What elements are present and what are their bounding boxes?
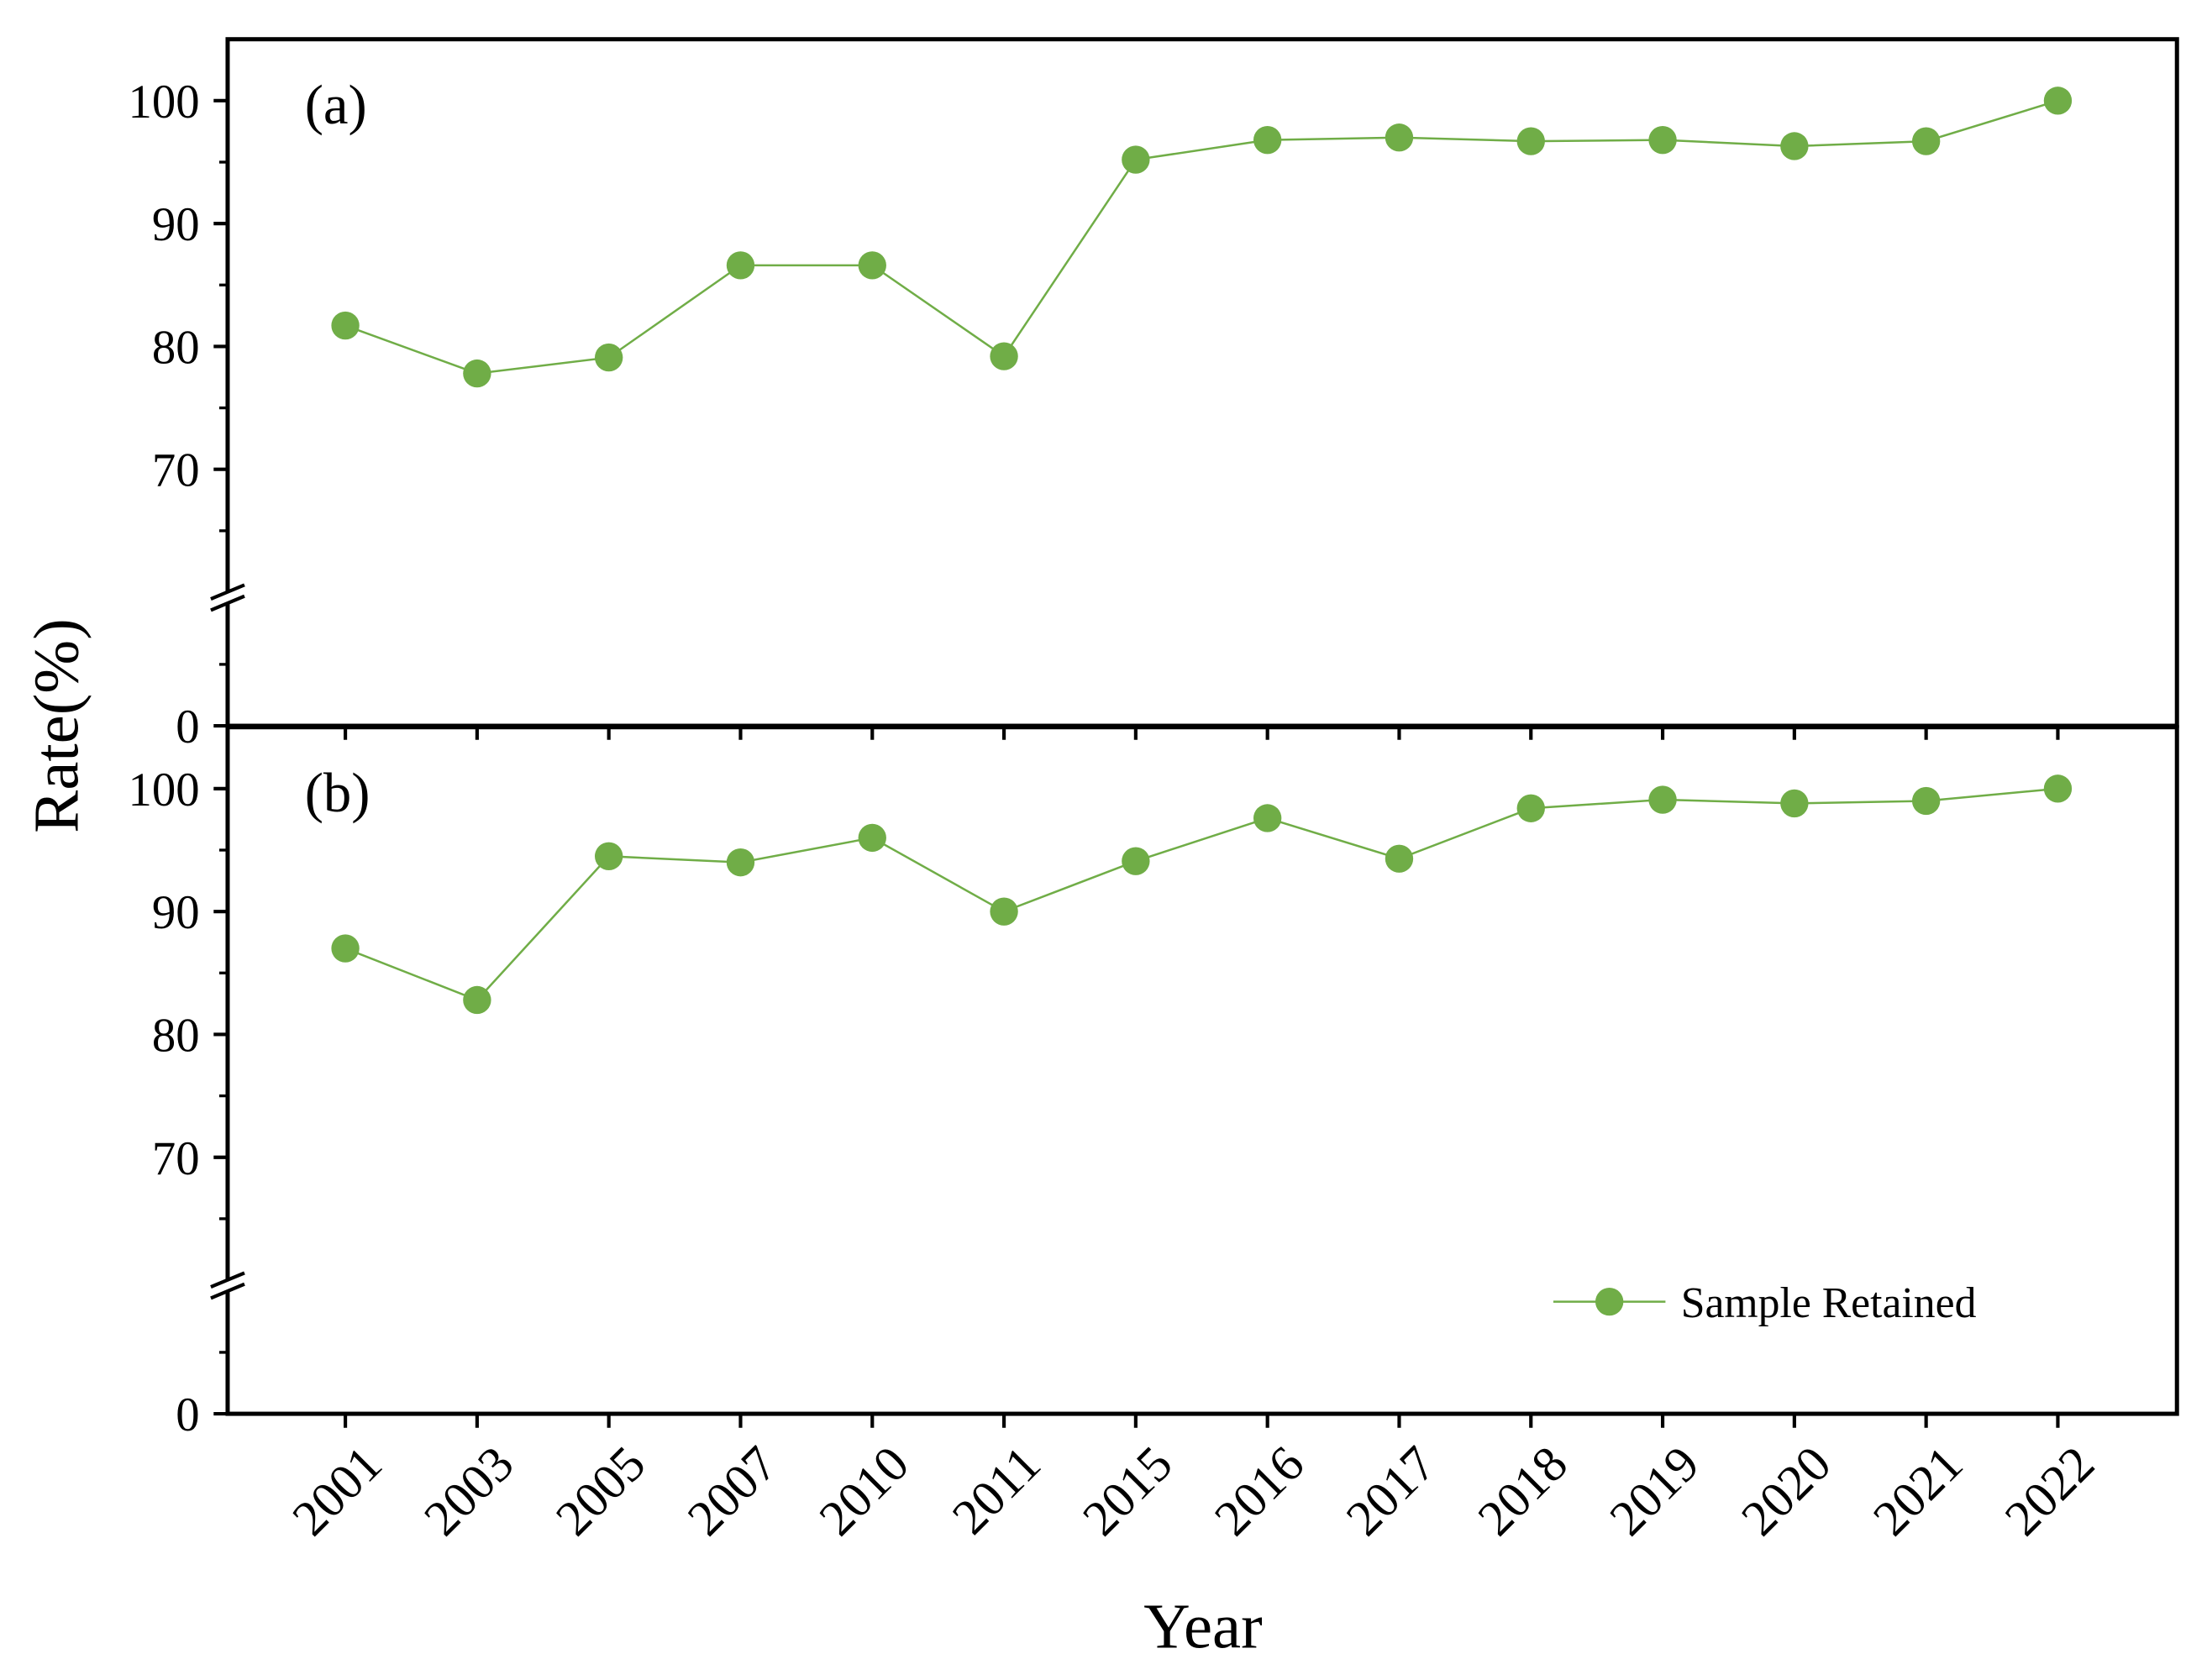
legend-label: Sample Retained bbox=[1681, 1279, 1977, 1327]
series-line bbox=[344, 787, 2058, 1001]
series-line bbox=[344, 99, 2058, 375]
x-tick-label: 2003 bbox=[412, 1435, 523, 1546]
data-point bbox=[331, 311, 360, 340]
data-point bbox=[594, 842, 623, 871]
y-tick-label: 90 bbox=[152, 198, 200, 251]
x-tick-label: 2016 bbox=[1203, 1435, 1314, 1546]
panel-label: (b) bbox=[305, 763, 370, 824]
x-tick-label: 2001 bbox=[281, 1435, 392, 1546]
y-tick-label: 0 bbox=[176, 701, 199, 753]
data-point bbox=[1780, 789, 1809, 818]
data-point bbox=[2043, 87, 2073, 115]
data-point bbox=[726, 251, 755, 280]
data-point bbox=[1911, 127, 1941, 155]
y-tick-label: 0 bbox=[176, 1389, 199, 1441]
x-axis-title: Year bbox=[1143, 1591, 1262, 1662]
y-tick-label: 80 bbox=[152, 1009, 200, 1062]
data-point bbox=[1780, 132, 1809, 160]
data-point bbox=[1516, 794, 1545, 822]
data-point bbox=[726, 848, 755, 877]
data-point bbox=[1911, 786, 1941, 816]
y-tick-label: 70 bbox=[152, 1132, 200, 1185]
y-tick-label: 100 bbox=[129, 76, 200, 129]
x-tick-label: 2021 bbox=[1862, 1435, 1973, 1546]
plot-frame bbox=[225, 725, 2179, 1416]
data-point bbox=[1648, 125, 1677, 155]
x-tick-label: 2018 bbox=[1467, 1435, 1578, 1546]
data-point bbox=[1253, 125, 1282, 155]
y-tick-label: 100 bbox=[129, 764, 200, 816]
data-point bbox=[2043, 774, 2073, 803]
data-point bbox=[1122, 145, 1150, 174]
break-mark bbox=[210, 1282, 245, 1300]
data-point bbox=[990, 342, 1018, 370]
data-point bbox=[594, 343, 623, 372]
y-tick-label: 80 bbox=[152, 321, 200, 374]
x-tick-label: 2022 bbox=[1994, 1435, 2105, 1546]
data-point bbox=[990, 897, 1018, 926]
break-mark bbox=[210, 1271, 245, 1289]
data-point bbox=[463, 359, 491, 388]
data-point bbox=[1385, 844, 1414, 873]
data-point bbox=[1516, 127, 1545, 155]
x-tick-label: 2020 bbox=[1730, 1435, 1841, 1546]
data-point bbox=[1122, 847, 1150, 875]
break-mark bbox=[210, 594, 245, 612]
data-point bbox=[1253, 804, 1282, 832]
x-tick-label: 2007 bbox=[676, 1435, 787, 1546]
data-point bbox=[463, 985, 491, 1015]
x-tick-label: 2015 bbox=[1071, 1435, 1182, 1546]
y-tick-label: 70 bbox=[152, 444, 200, 497]
y-axis-title: Rate(%) bbox=[20, 618, 92, 833]
x-tick-label: 2017 bbox=[1335, 1435, 1446, 1546]
x-tick-label: 2010 bbox=[808, 1435, 919, 1546]
legend-marker bbox=[1595, 1287, 1624, 1316]
data-point bbox=[1648, 785, 1677, 814]
data-point bbox=[858, 823, 886, 853]
data-point bbox=[331, 934, 360, 963]
y-tick-label: 90 bbox=[152, 886, 200, 939]
panel-label: (a) bbox=[305, 75, 367, 136]
data-point bbox=[1385, 123, 1414, 152]
x-tick-label: 2019 bbox=[1599, 1435, 1710, 1546]
x-tick-label: 2005 bbox=[544, 1435, 655, 1546]
data-point bbox=[858, 251, 886, 280]
x-tick-label: 2011 bbox=[941, 1435, 1051, 1545]
break-mark bbox=[210, 583, 245, 601]
